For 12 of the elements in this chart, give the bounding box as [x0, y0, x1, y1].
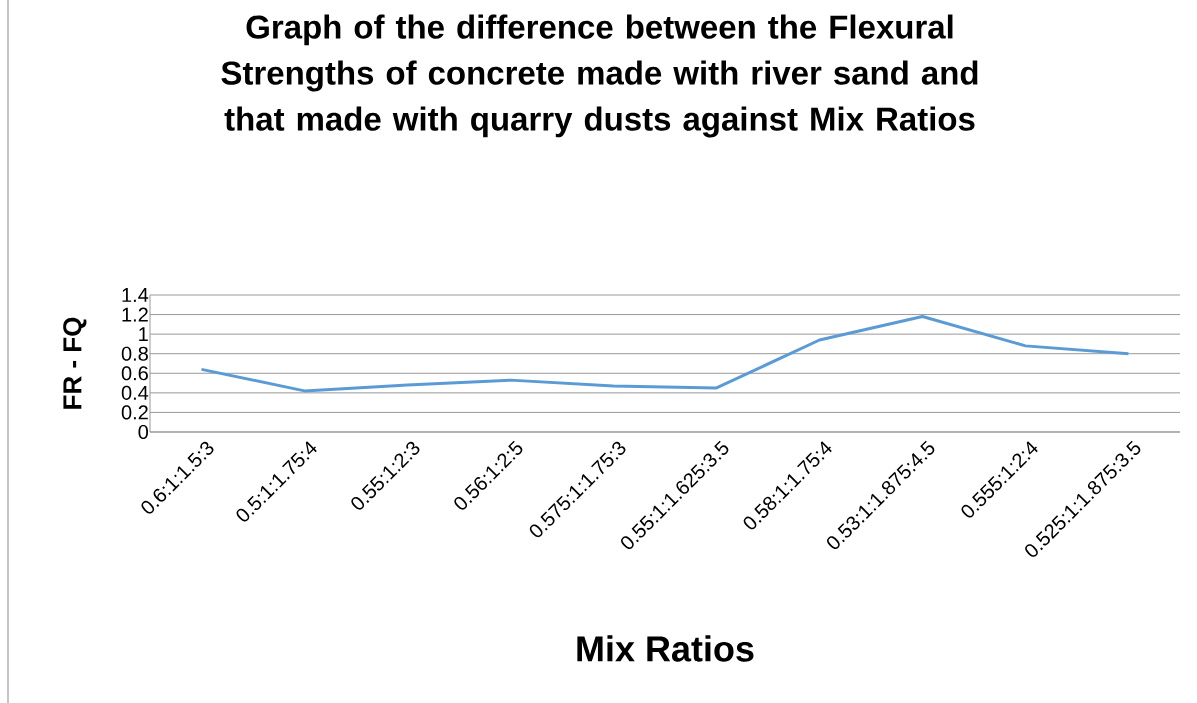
y-tick-label: 1.2: [122, 307, 148, 322]
y-tick-label: 0.2: [121, 405, 148, 420]
y-axis-title: FR - FQ: [63, 317, 87, 409]
y-tick-label: 1: [139, 327, 148, 342]
y-tick-label: 0: [138, 424, 149, 440]
line-series: [200, 315, 1130, 393]
y-tick-label: 0.4: [121, 385, 149, 400]
chart-title: Graph of the difference between the Flexural Strengths of concrete made with river sand and that made with quarry dusts against Mix Ratios: [221, 14, 978, 138]
x-axis-title: Mix Ratios: [577, 635, 754, 662]
y-tick-label: 1.4: [122, 288, 149, 302]
y-tick-label: 0.6: [121, 366, 148, 381]
y-tick-label: 0.8: [121, 346, 148, 361]
